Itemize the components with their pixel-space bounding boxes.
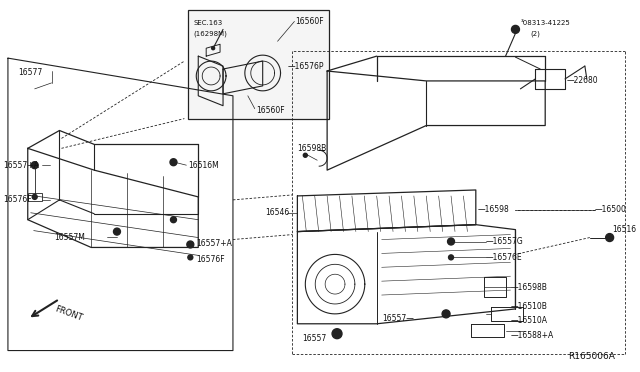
Circle shape [303, 153, 307, 157]
Circle shape [187, 241, 194, 248]
Text: —16557G: —16557G [486, 237, 524, 246]
Text: —16598: —16598 [478, 205, 509, 214]
Text: —16588+A: —16588+A [511, 331, 554, 340]
Text: 16516: 16516 [612, 225, 637, 234]
Text: —22680: —22680 [567, 76, 598, 86]
Text: 16557: 16557 [302, 334, 326, 343]
Text: —16598B: —16598B [511, 283, 547, 292]
Text: 16576F: 16576F [3, 195, 31, 204]
Text: 16576F: 16576F [196, 255, 225, 264]
Text: —16510A: —16510A [511, 316, 547, 325]
Text: FRONT: FRONT [53, 305, 83, 323]
Circle shape [605, 234, 614, 241]
Circle shape [447, 238, 454, 245]
Circle shape [332, 329, 342, 339]
Text: ³08313-41225: ³08313-41225 [520, 20, 570, 26]
Text: 16557M: 16557M [54, 233, 85, 242]
Text: (16298M): (16298M) [193, 30, 227, 36]
Circle shape [170, 217, 177, 223]
Circle shape [188, 255, 193, 260]
Circle shape [449, 255, 454, 260]
Text: R165006A: R165006A [568, 352, 614, 361]
Text: (2): (2) [531, 30, 540, 36]
Circle shape [113, 228, 120, 235]
Bar [28, 193, 42, 201]
Text: —16510B: —16510B [511, 302, 547, 311]
Text: —16576P: —16576P [287, 61, 324, 71]
Circle shape [442, 310, 450, 318]
Text: 16516M: 16516M [188, 161, 219, 170]
Text: 16598B: 16598B [298, 144, 326, 153]
Text: 16560F: 16560F [256, 106, 284, 115]
Text: —16500: —16500 [595, 205, 627, 214]
Text: SEC.163: SEC.163 [193, 20, 223, 26]
Text: 16577: 16577 [18, 68, 42, 77]
Circle shape [170, 159, 177, 166]
Bar [188, 10, 329, 119]
Text: 16557+A: 16557+A [196, 239, 232, 248]
Circle shape [212, 47, 214, 50]
Text: 16557—: 16557— [383, 314, 414, 323]
Text: —16576E: —16576E [486, 253, 522, 262]
Circle shape [511, 25, 520, 33]
Text: 16557+A: 16557+A [3, 161, 39, 170]
Text: 16560F: 16560F [296, 17, 324, 26]
Circle shape [32, 195, 37, 199]
Circle shape [31, 162, 38, 169]
Text: 16546: 16546 [266, 208, 290, 217]
